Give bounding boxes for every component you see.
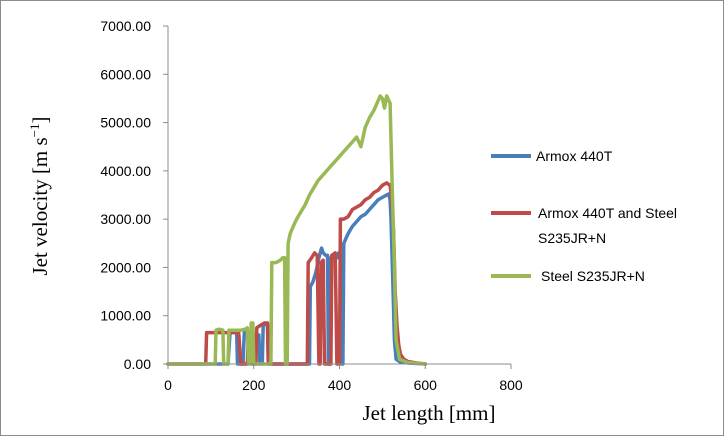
x-tick-label: 600 (414, 377, 438, 393)
x-axis-title: Jet length [mm] (363, 401, 496, 425)
legend-entry-3: Steel S235JR+N (491, 268, 645, 284)
series-line-2 (166, 181, 428, 366)
legend-label-line: Armox 440T and Steel (538, 205, 677, 221)
x-tick-label: 400 (328, 377, 352, 393)
y-tick-label: 1000.00 (100, 308, 151, 324)
y-tick-label: 7000.00 (100, 18, 151, 34)
series-line-3 (166, 94, 428, 366)
y-tick-label: 0.00 (124, 356, 151, 372)
x-tick-label: 0 (164, 377, 172, 393)
legend-entry-1: Armox 440T (491, 148, 613, 164)
legend-label-line: S235JR+N (538, 230, 606, 246)
y-tick-label: 4000.00 (100, 163, 151, 179)
legend-label: Armox 440T and Steel S235JR+N (538, 205, 677, 246)
tick-labels: 0.00 1000.00 2000.00 3000.00 4000.00 5000.00 6… (100, 18, 523, 393)
y-axis-title-end: ] (28, 116, 52, 123)
legend-entry-2: Armox 440T and Steel S235JR+N (491, 205, 677, 246)
y-axis-title-main: Jet velocity [m s (28, 137, 52, 275)
series-lines (166, 94, 428, 366)
y-axis-title-superscript: −1 (27, 123, 42, 137)
x-tick-label: 800 (499, 377, 523, 393)
y-tick-label: 3000.00 (100, 211, 151, 227)
legend: Armox 440T Armox 440T and Steel S235JR+N St… (491, 148, 677, 284)
y-tick-label: 5000.00 (100, 115, 151, 131)
legend-label: Steel S235JR+N (541, 268, 645, 284)
x-tick-label: 200 (242, 377, 266, 393)
y-tick-label: 2000.00 (100, 259, 151, 275)
legend-label: Armox 440T (536, 148, 613, 164)
y-tick-label: 6000.00 (100, 66, 151, 82)
axes (163, 25, 512, 369)
y-axis-title: Jet velocity [m s−1] (27, 116, 52, 275)
